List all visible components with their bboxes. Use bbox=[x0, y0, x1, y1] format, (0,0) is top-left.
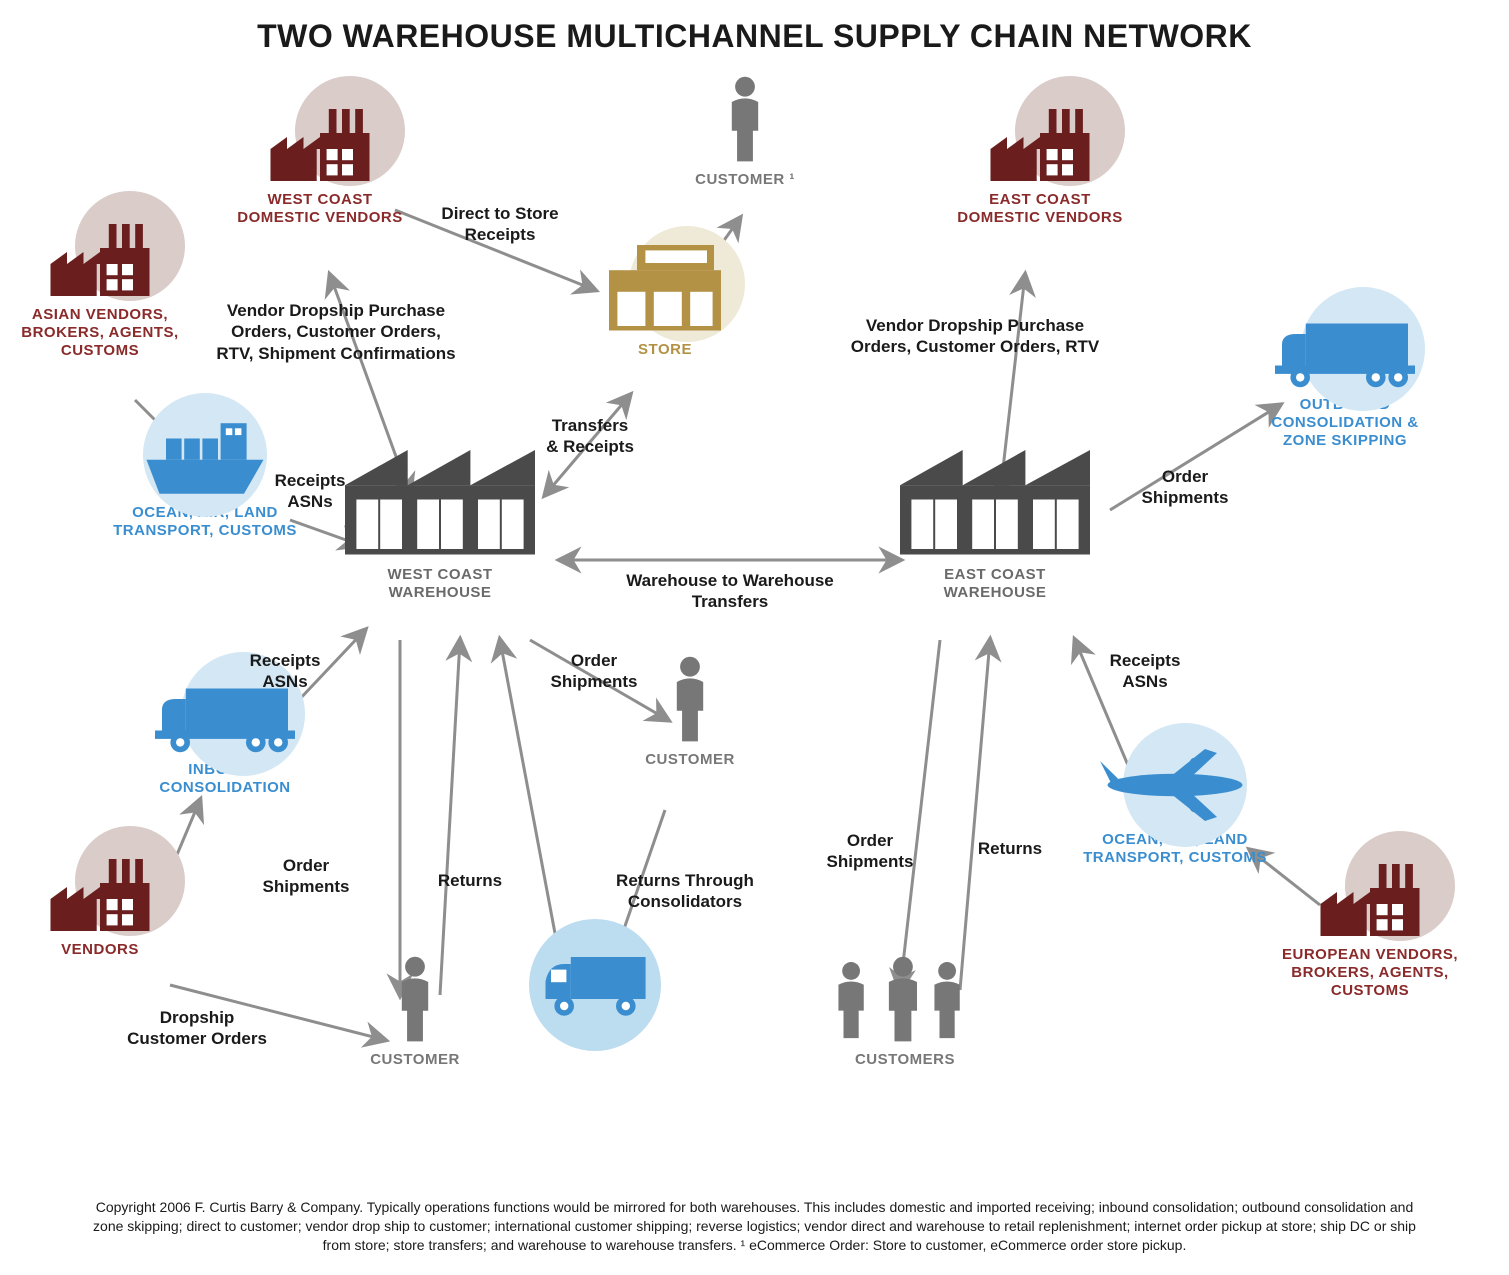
node-cust_top: CUSTOMER ¹ bbox=[645, 75, 845, 189]
edge-label-6: Order Shipments bbox=[1115, 466, 1255, 509]
truck-icon bbox=[125, 685, 325, 755]
node-caption: ASIAN VENDORS, BROKERS, AGENTS, CUSTOMS bbox=[0, 306, 200, 360]
person-icon bbox=[315, 955, 515, 1045]
diagram-stage: TWO WAREHOUSE MULTICHANNEL SUPPLY CHAIN … bbox=[0, 0, 1509, 1275]
factory-icon bbox=[0, 855, 200, 935]
edge-label-12: Returns Through Consolidators bbox=[585, 870, 785, 913]
node-caption: CUSTOMERS bbox=[805, 1051, 1005, 1069]
node-caption: WEST COAST DOMESTIC VENDORS bbox=[220, 191, 420, 227]
node-caption: CUSTOMER bbox=[590, 751, 790, 769]
factory-icon bbox=[0, 220, 200, 300]
node-caption: EAST COAST DOMESTIC VENDORS bbox=[940, 191, 1140, 227]
node-euro_vendors: EUROPEAN VENDORS, BROKERS, AGENTS, CUSTO… bbox=[1270, 860, 1470, 1000]
edge-e_wh-cust_east bbox=[900, 640, 940, 990]
node-cust_east: CUSTOMERS bbox=[805, 955, 1005, 1069]
node-caption: EAST COAST WAREHOUSE bbox=[895, 566, 1095, 602]
factory-icon bbox=[220, 105, 420, 185]
node-ec_vendors: EAST COAST DOMESTIC VENDORS bbox=[940, 105, 1140, 227]
node-w_wh: WEST COAST WAREHOUSE bbox=[340, 450, 540, 602]
node-inbound: INBOUND CONSOLIDATION bbox=[125, 685, 325, 797]
node-caption: STORE bbox=[565, 341, 765, 359]
edge-label-9: Receipts ASNs bbox=[1085, 650, 1205, 693]
edge-label-5: Vendor Dropship Purchase Orders, Custome… bbox=[825, 315, 1125, 358]
diagram-title: TWO WAREHOUSE MULTICHANNEL SUPPLY CHAIN … bbox=[0, 18, 1509, 55]
truck-icon bbox=[1245, 320, 1445, 390]
store-icon bbox=[565, 245, 765, 335]
node-e_wh: EAST COAST WAREHOUSE bbox=[895, 450, 1095, 602]
node-store: STORE bbox=[565, 245, 765, 359]
edge-cust_west-w_wh bbox=[440, 640, 460, 995]
edge-label-4: Warehouse to Warehouse Transfers bbox=[600, 570, 860, 613]
node-cust_west: CUSTOMER bbox=[315, 955, 515, 1069]
edge-label-10: Order Shipments bbox=[236, 855, 376, 898]
node-caption: WEST COAST WAREHOUSE bbox=[340, 566, 540, 602]
node-outbound: OUTBOUND CONSOLIDATION & ZONE SKIPPING bbox=[1245, 320, 1445, 450]
edge-label-15: Dropship Customer Orders bbox=[97, 1007, 297, 1050]
van-icon bbox=[495, 950, 695, 1020]
edge-label-14: Returns bbox=[950, 838, 1070, 859]
edge-label-1: Vendor Dropship Purchase Orders, Custome… bbox=[196, 300, 476, 364]
warehouse-icon bbox=[895, 450, 1095, 560]
people-icon bbox=[805, 955, 1005, 1045]
edge-label-0: Direct to Store Receipts bbox=[410, 203, 590, 246]
node-caption: CUSTOMER bbox=[315, 1051, 515, 1069]
edge-label-7: Receipts ASNs bbox=[225, 650, 345, 693]
factory-icon bbox=[1270, 860, 1470, 940]
edge-cust_east-e_wh bbox=[960, 640, 990, 990]
node-caption: EUROPEAN VENDORS, BROKERS, AGENTS, CUSTO… bbox=[1270, 946, 1470, 1000]
footer-text: Copyright 2006 F. Curtis Barry & Company… bbox=[80, 1198, 1429, 1255]
node-ocean_east: OCEAN, AIR, LAND TRANSPORT, CUSTOMS bbox=[1075, 745, 1275, 867]
node-vendors: VENDORS bbox=[0, 855, 200, 959]
plane-icon bbox=[1075, 745, 1275, 825]
edge-label-3: Receipts ASNs bbox=[250, 470, 370, 513]
node-wc_vendors: WEST COAST DOMESTIC VENDORS bbox=[220, 105, 420, 227]
person-icon bbox=[645, 75, 845, 165]
node-caption: CUSTOMER ¹ bbox=[645, 171, 845, 189]
edge-label-11: Returns bbox=[410, 870, 530, 891]
node-asian_vendors: ASIAN VENDORS, BROKERS, AGENTS, CUSTOMS bbox=[0, 220, 200, 360]
edge-label-2: Transfers & Receipts bbox=[515, 415, 665, 458]
edge-label-13: Order Shipments bbox=[800, 830, 940, 873]
warehouse-icon bbox=[340, 450, 540, 560]
node-consolidator bbox=[495, 950, 695, 1020]
edge-label-8: Order Shipments bbox=[524, 650, 664, 693]
factory-icon bbox=[940, 105, 1140, 185]
node-caption: VENDORS bbox=[0, 941, 200, 959]
